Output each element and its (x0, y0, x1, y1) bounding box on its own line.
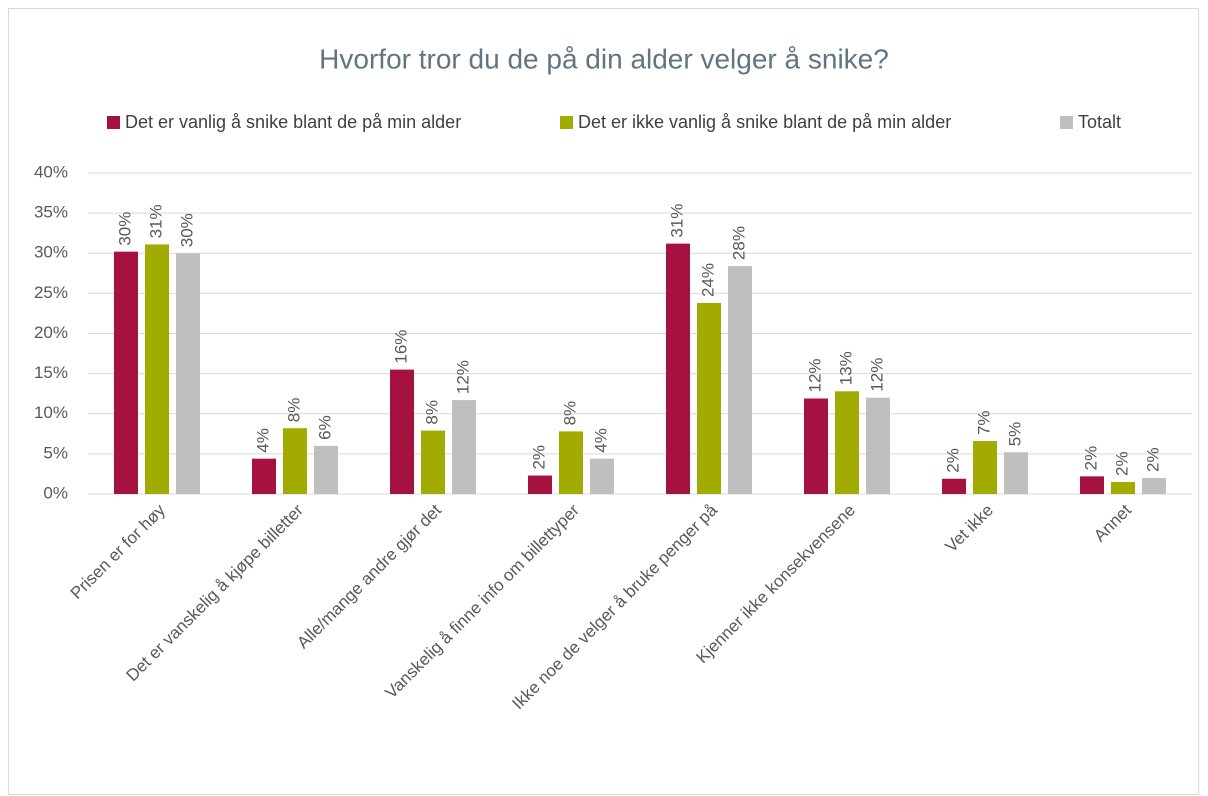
value-label: 31% (146, 204, 165, 238)
bar (528, 475, 552, 494)
value-label: 12% (867, 358, 886, 392)
bar (973, 441, 997, 494)
legend-label: Det er ikke vanlig å snike blant de på m… (578, 112, 951, 132)
bar (666, 243, 690, 494)
chart-border (8, 8, 1199, 795)
y-tick-label: 15% (34, 363, 68, 382)
legend-swatch (1060, 116, 1073, 129)
value-label: 28% (729, 226, 748, 260)
value-label: 12% (805, 358, 824, 392)
bar (1111, 481, 1135, 494)
value-label: 31% (667, 204, 686, 238)
value-label: 8% (560, 401, 579, 426)
value-label: 2% (1143, 447, 1162, 472)
value-label: 5% (1005, 422, 1024, 447)
value-label: 4% (253, 428, 272, 453)
legend-swatch (560, 116, 573, 129)
legend-swatch (107, 116, 120, 129)
bar (1080, 476, 1104, 494)
bar (835, 391, 859, 494)
value-label: 8% (422, 400, 441, 425)
value-label: 13% (836, 351, 855, 385)
bar (559, 431, 583, 494)
bar (697, 303, 721, 494)
value-label: 12% (453, 360, 472, 394)
value-label: 24% (698, 263, 717, 297)
bar (590, 458, 614, 494)
bar (421, 430, 445, 494)
value-label: 6% (315, 415, 334, 440)
chart-title: Hvorfor tror du de på din alder velger å… (319, 43, 889, 74)
bar (145, 244, 169, 494)
bar (1004, 452, 1028, 494)
bar (252, 458, 276, 494)
value-label: 30% (177, 213, 196, 247)
y-tick-label: 10% (34, 403, 68, 422)
bar (1142, 477, 1166, 494)
value-label: 16% (391, 330, 410, 364)
bar (452, 400, 476, 494)
bar (314, 445, 338, 494)
value-label: 7% (974, 410, 993, 435)
y-tick-label: 5% (43, 443, 68, 462)
y-tick-label: 30% (34, 243, 68, 262)
value-label: 2% (1112, 451, 1131, 476)
y-tick-label: 25% (34, 283, 68, 302)
y-tick-label: 40% (34, 162, 68, 181)
bar (390, 369, 414, 494)
bar (728, 266, 752, 494)
value-label: 2% (529, 445, 548, 470)
value-label: 8% (284, 398, 303, 423)
legend-label: Totalt (1078, 112, 1121, 132)
legend-label: Det er vanlig å snike blant de på min al… (125, 112, 461, 132)
y-tick-label: 35% (34, 203, 68, 222)
value-label: 4% (591, 428, 610, 453)
bar (176, 253, 200, 494)
y-tick-label: 20% (34, 323, 68, 342)
bar (866, 397, 890, 494)
y-tick-label: 0% (43, 483, 68, 502)
bar (114, 251, 138, 494)
bar (804, 398, 828, 494)
value-label: 2% (1081, 446, 1100, 471)
value-label: 2% (943, 448, 962, 473)
value-label: 30% (115, 212, 134, 246)
bar (942, 478, 966, 494)
bar (283, 428, 307, 494)
